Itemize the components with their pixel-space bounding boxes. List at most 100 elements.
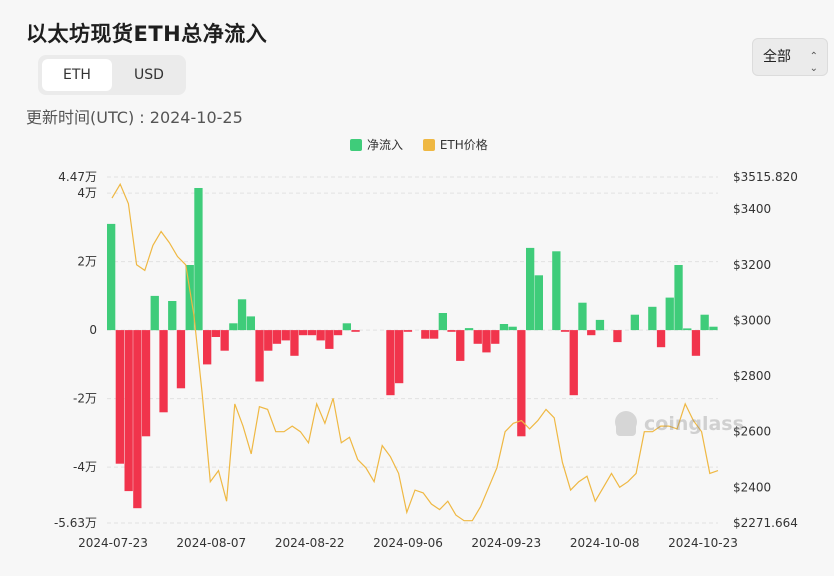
netflow-bar[interactable] <box>325 330 334 349</box>
x-axis-tick: 2024-08-22 <box>275 536 345 550</box>
netflow-bar[interactable] <box>185 265 194 331</box>
netflow-bar[interactable] <box>560 330 570 332</box>
range-select-label: 全部 <box>763 49 791 65</box>
toggle-usd-button[interactable]: USD <box>134 67 164 83</box>
netflow-bar[interactable] <box>281 330 290 341</box>
netflow-bar[interactable] <box>482 330 491 353</box>
right-axis-tick: $3400 <box>733 202 771 216</box>
netflow-bar[interactable] <box>395 330 404 384</box>
netflow-bar[interactable] <box>264 330 273 351</box>
netflow-bar[interactable] <box>386 330 395 396</box>
netflow-bar[interactable] <box>447 330 456 332</box>
x-axis-tick: 2024-09-06 <box>373 536 443 550</box>
chevron-up-down-icon: ⌃ ⌄ <box>809 51 818 74</box>
netflow-bar[interactable] <box>578 302 587 331</box>
netflow-bar[interactable] <box>526 247 535 331</box>
right-axis-tick: $3200 <box>733 258 771 272</box>
left-axis-labels: 4.47万 4万 2万 0 -2万 -4万 -5.63万 <box>54 170 97 530</box>
netflow-bar[interactable] <box>299 330 308 336</box>
netflow-bar[interactable] <box>246 316 255 331</box>
x-axis-tick: 2024-10-08 <box>570 536 640 550</box>
right-axis-tick: $3515.820 <box>733 170 798 184</box>
netflow-bar[interactable] <box>552 251 561 331</box>
legend-swatch-price <box>422 139 435 151</box>
netflow-bar[interactable] <box>272 330 282 344</box>
netflow-bar[interactable] <box>237 299 247 331</box>
netflow-bar[interactable] <box>464 328 474 331</box>
netflow-bar[interactable] <box>168 301 177 331</box>
netflow-bar[interactable] <box>630 314 639 331</box>
page-title: 以太坊现货ETH总净流入 <box>26 22 268 46</box>
legend-label-price: ETH价格 <box>439 138 488 152</box>
netflow-bar[interactable] <box>115 330 124 464</box>
netflow-bar[interactable] <box>665 297 674 331</box>
netflow-bar[interactable] <box>124 330 133 492</box>
left-axis-tick: 4万 <box>77 186 97 200</box>
netflow-bar[interactable] <box>351 330 360 332</box>
right-axis-tick: $2600 <box>733 425 771 439</box>
netflow-bar[interactable] <box>656 330 666 348</box>
currency-toggle: ETH USD <box>38 55 186 95</box>
left-axis-tick: -2万 <box>73 392 97 406</box>
right-axis-tick: $3000 <box>733 313 771 327</box>
netflow-bar[interactable] <box>290 330 299 356</box>
eth-price-line <box>111 182 719 522</box>
netflow-bar[interactable] <box>176 330 186 389</box>
netflow-bar[interactable] <box>456 330 465 361</box>
x-axis-tick: 2024-09-23 <box>471 536 541 550</box>
netflow-bar[interactable] <box>613 330 622 343</box>
right-axis-tick: $2271.664 <box>733 516 798 530</box>
netflow-bar[interactable] <box>587 330 596 336</box>
updated-time: 更新时间(UTC) : 2024-10-25 <box>26 108 243 127</box>
netflow-bar[interactable] <box>194 188 203 331</box>
chart-legend: 净流入 ETH价格 <box>350 136 504 153</box>
range-select[interactable]: 全部 ⌃ ⌄ <box>752 38 828 76</box>
netflow-bar[interactable] <box>683 328 692 331</box>
netflow-bar[interactable] <box>517 330 526 437</box>
netflow-bar[interactable] <box>403 330 413 332</box>
netflow-bar[interactable] <box>691 330 701 356</box>
x-axis-tick: 2024-07-23 <box>78 536 148 550</box>
netflow-bar[interactable] <box>203 330 212 365</box>
netflow-bar[interactable] <box>709 326 718 331</box>
netflow-bar[interactable] <box>255 330 264 382</box>
netflow-bar[interactable] <box>141 330 151 437</box>
netflow-bar[interactable] <box>133 330 142 509</box>
netflow-bar[interactable] <box>438 313 447 331</box>
netflow-bar[interactable] <box>342 323 351 331</box>
netflow-bar[interactable] <box>648 306 657 331</box>
netflow-bar[interactable] <box>333 330 343 336</box>
netflow-bar[interactable] <box>307 330 317 336</box>
netflow-bar[interactable] <box>421 330 430 339</box>
legend-label-netflow: 净流入 <box>367 138 404 152</box>
right-axis-tick: $2400 <box>733 480 771 494</box>
watermark-text: coinglass <box>644 413 744 435</box>
left-axis-tick: -5.63万 <box>54 516 97 530</box>
netflow-bar[interactable] <box>107 223 116 331</box>
netflow-bar[interactable] <box>491 330 500 344</box>
netflow-bar[interactable] <box>220 330 229 351</box>
netflow-bar[interactable] <box>508 326 517 331</box>
netflow-bar[interactable] <box>211 330 220 337</box>
toggle-eth-button[interactable]: ETH <box>42 59 112 91</box>
x-axis-tick: 2024-10-23 <box>668 536 738 550</box>
netflow-bar[interactable] <box>316 330 325 341</box>
netflow-bar[interactable] <box>569 330 578 396</box>
netflow-bar[interactable] <box>150 295 159 331</box>
netflow-bar[interactable] <box>229 323 238 331</box>
netflow-bar[interactable] <box>700 314 709 331</box>
netflow-bar[interactable] <box>159 330 168 413</box>
watermark: coinglass <box>615 411 744 436</box>
netflow-bar[interactable] <box>499 324 509 331</box>
netflow-bar[interactable] <box>430 330 439 339</box>
left-axis-tick: 0 <box>89 323 97 337</box>
netflow-bar[interactable] <box>674 265 683 331</box>
netflow-bar[interactable] <box>534 275 543 331</box>
legend-item-price[interactable]: ETH价格 <box>422 136 488 153</box>
legend-item-netflow[interactable]: 净流入 <box>350 136 403 153</box>
x-axis-labels: 2024-07-23 2024-08-07 2024-08-22 2024-09-06… <box>78 536 738 550</box>
x-axis-tick: 2024-08-07 <box>176 536 246 550</box>
netflow-bar[interactable] <box>595 319 605 331</box>
netflow-bar[interactable] <box>473 330 482 344</box>
